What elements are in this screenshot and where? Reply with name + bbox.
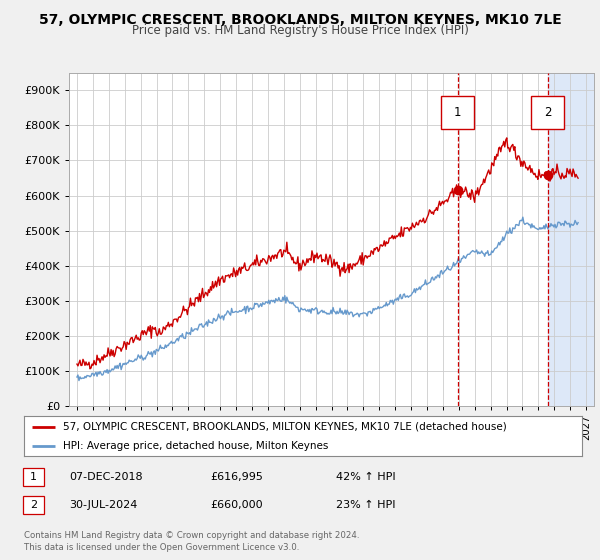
Text: £616,995: £616,995 <box>210 472 263 482</box>
Text: 1: 1 <box>30 472 37 482</box>
FancyBboxPatch shape <box>441 96 475 129</box>
Text: 42% ↑ HPI: 42% ↑ HPI <box>336 472 395 482</box>
Text: 2: 2 <box>544 106 551 119</box>
Text: 1: 1 <box>454 106 461 119</box>
Bar <box>548 73 594 406</box>
Text: 57, OLYMPIC CRESCENT, BROOKLANDS, MILTON KEYNES, MK10 7LE (detached house): 57, OLYMPIC CRESCENT, BROOKLANDS, MILTON… <box>63 422 507 432</box>
Text: Contains HM Land Registry data © Crown copyright and database right 2024.: Contains HM Land Registry data © Crown c… <box>24 531 359 540</box>
Text: HPI: Average price, detached house, Milton Keynes: HPI: Average price, detached house, Milt… <box>63 441 328 451</box>
FancyBboxPatch shape <box>531 96 565 129</box>
Text: £660,000: £660,000 <box>210 500 263 510</box>
Text: 57, OLYMPIC CRESCENT, BROOKLANDS, MILTON KEYNES, MK10 7LE: 57, OLYMPIC CRESCENT, BROOKLANDS, MILTON… <box>38 13 562 27</box>
Text: 07-DEC-2018: 07-DEC-2018 <box>69 472 143 482</box>
Text: Price paid vs. HM Land Registry's House Price Index (HPI): Price paid vs. HM Land Registry's House … <box>131 24 469 37</box>
Text: 23% ↑ HPI: 23% ↑ HPI <box>336 500 395 510</box>
Text: 2: 2 <box>30 500 37 510</box>
Text: This data is licensed under the Open Government Licence v3.0.: This data is licensed under the Open Gov… <box>24 543 299 552</box>
Text: 30-JUL-2024: 30-JUL-2024 <box>69 500 137 510</box>
